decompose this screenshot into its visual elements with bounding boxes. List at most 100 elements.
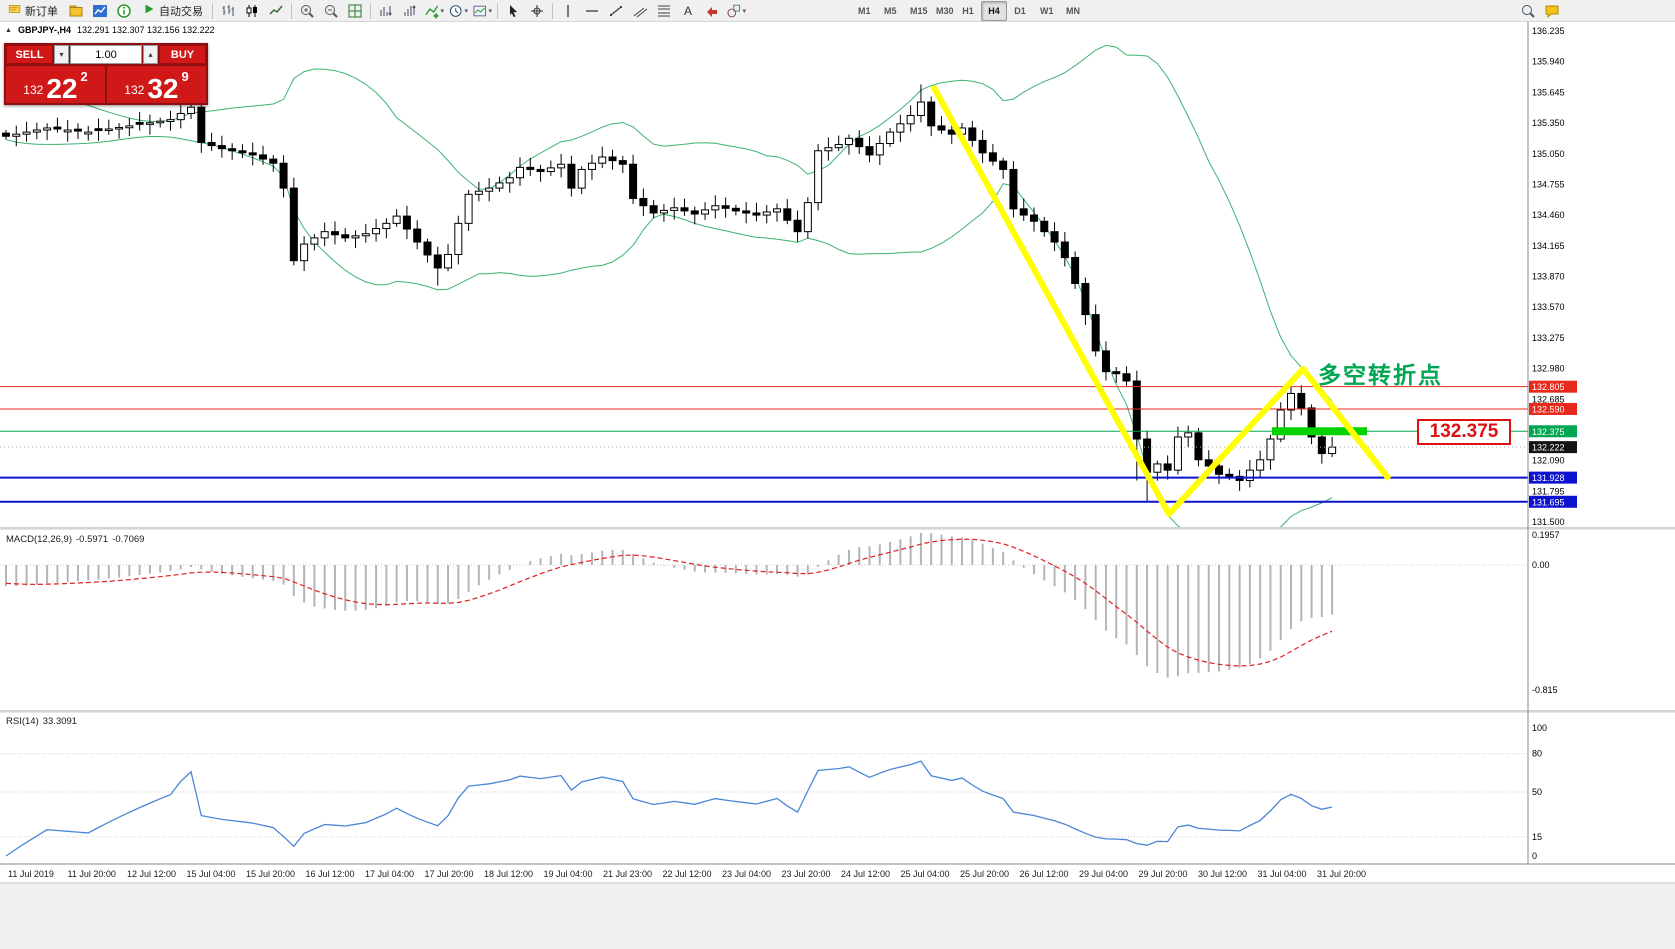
- volume-up-button[interactable]: ▴: [143, 45, 158, 64]
- market-watch-icon[interactable]: [88, 1, 112, 21]
- candle: [783, 208, 792, 221]
- candle: [330, 231, 339, 236]
- templates-button[interactable]: ▾: [470, 1, 494, 21]
- price-axis-label: 135.050: [1532, 149, 1565, 159]
- cascade-windows-icon[interactable]: [398, 1, 422, 21]
- candle: [978, 139, 987, 154]
- arrange-windows-icon[interactable]: [374, 1, 398, 21]
- auto-trading-label: 自动交易: [159, 5, 203, 18]
- chart-annotation-text: 多空转折点: [1318, 362, 1443, 388]
- candle: [937, 125, 946, 131]
- auto-trading-button[interactable]: 自动交易: [136, 1, 209, 21]
- candlestick-chart-icon[interactable]: [240, 1, 264, 21]
- timeframe-button-m5[interactable]: M5: [877, 1, 903, 21]
- candle: [217, 145, 226, 150]
- candle: [145, 122, 154, 125]
- tile-windows-icon[interactable]: [343, 1, 367, 21]
- candle: [731, 207, 740, 212]
- zoom-out-icon[interactable]: [319, 1, 343, 21]
- timeframe-button-m1[interactable]: M1: [851, 1, 877, 21]
- chart-canvas[interactable]: 136.235 135.940 135.645 135.350 135.050 134.7…: [0, 22, 1675, 949]
- price-axis-label: 136.235: [1532, 26, 1565, 36]
- candle: [577, 168, 586, 189]
- candle: [228, 148, 237, 152]
- candle: [372, 228, 381, 235]
- price-tag-132.222: 132.222: [1529, 441, 1577, 454]
- crosshair-icon[interactable]: [525, 1, 549, 21]
- candle: [598, 156, 607, 164]
- timeframe-button-mn[interactable]: MN: [1059, 1, 1085, 21]
- horizontal-line-icon[interactable]: [580, 1, 604, 21]
- indicators-button[interactable]: ▾: [422, 1, 446, 21]
- candle: [670, 207, 679, 211]
- candle: [2, 132, 10, 137]
- line-chart-icon[interactable]: [264, 1, 288, 21]
- periods-button[interactable]: ▾: [446, 1, 470, 21]
- timeframe-button-d1[interactable]: D1: [1007, 1, 1033, 21]
- candle: [608, 156, 617, 162]
- price-axis-label: 135.350: [1532, 118, 1565, 128]
- timeframe-button-m30[interactable]: M30: [929, 1, 955, 21]
- rsi-line: [5, 760, 1333, 857]
- fibonacci-icon[interactable]: [652, 1, 676, 21]
- toolbar-separator: [497, 2, 498, 19]
- buy-price-big: 32: [147, 72, 179, 104]
- arrows-tool-icon[interactable]: [700, 1, 724, 21]
- candle: [1266, 438, 1275, 461]
- candle: [1317, 436, 1326, 455]
- timeframe-button-m15[interactable]: M15: [903, 1, 929, 21]
- sell-price-button[interactable]: 132 22 2: [6, 66, 105, 103]
- profiles-icon[interactable]: [64, 1, 88, 21]
- new-order-icon: [8, 2, 22, 19]
- chart-background: [0, 22, 1675, 949]
- rsi-scale-label: 15: [1532, 832, 1542, 842]
- candle: [361, 233, 370, 237]
- candle: [988, 152, 997, 162]
- candle: [289, 187, 298, 262]
- trendline-drawing[interactable]: [930, 84, 1392, 517]
- svg-text:132.222: 132.222: [1532, 443, 1565, 453]
- text-tool-icon[interactable]: A: [676, 1, 700, 21]
- candle: [94, 128, 103, 132]
- price-axis-label: 132.685: [1532, 394, 1565, 404]
- zoom-in-icon[interactable]: [295, 1, 319, 21]
- search-icon[interactable]: [1516, 1, 1540, 21]
- rsi-scale-label: 80: [1532, 749, 1542, 759]
- candle: [546, 167, 555, 173]
- bar-chart-icon[interactable]: [216, 1, 240, 21]
- volume-input[interactable]: [70, 45, 142, 64]
- timeframe-button-h1[interactable]: H1: [955, 1, 981, 21]
- price-axis-label: 135.940: [1532, 57, 1565, 67]
- buy-button[interactable]: BUY: [159, 45, 206, 64]
- price-axis-label: 134.165: [1532, 241, 1565, 251]
- macd-scale-label: -0.815: [1532, 685, 1558, 695]
- info-icon[interactable]: [112, 1, 136, 21]
- price-axis-label: 132.980: [1532, 364, 1565, 374]
- candle: [1287, 392, 1295, 411]
- new-order-button[interactable]: 新订单: [2, 1, 64, 21]
- candle: [1245, 469, 1254, 482]
- candle: [207, 141, 216, 147]
- bollinger-upper-band: [5, 44, 1333, 402]
- time-axis-label: 18 Jul 12:00: [484, 869, 533, 879]
- timeframe-button-w1[interactable]: W1: [1033, 1, 1059, 21]
- volume-down-button[interactable]: ▾: [54, 45, 69, 64]
- time-axis-label: 17 Jul 04:00: [365, 869, 414, 879]
- chat-icon[interactable]: [1540, 1, 1564, 21]
- shapes-tool-icon[interactable]: ▾: [724, 1, 748, 21]
- candle: [906, 115, 915, 125]
- candle: [413, 228, 422, 243]
- channel-icon[interactable]: [628, 1, 652, 21]
- candle: [649, 205, 658, 214]
- cursor-icon[interactable]: [501, 1, 525, 21]
- timeframe-button-h4[interactable]: H4: [981, 1, 1007, 21]
- candle: [341, 234, 350, 239]
- candle: [444, 253, 453, 269]
- sell-button[interactable]: SELL: [6, 45, 53, 64]
- vertical-line-icon[interactable]: [556, 1, 580, 21]
- one-click-toggle-icon[interactable]: ▲: [5, 26, 12, 34]
- trendline-icon[interactable]: [604, 1, 628, 21]
- candle: [1225, 473, 1234, 477]
- buy-price-button[interactable]: 132 32 9: [107, 66, 206, 103]
- price-tag-132.590: 132.590: [1529, 402, 1577, 415]
